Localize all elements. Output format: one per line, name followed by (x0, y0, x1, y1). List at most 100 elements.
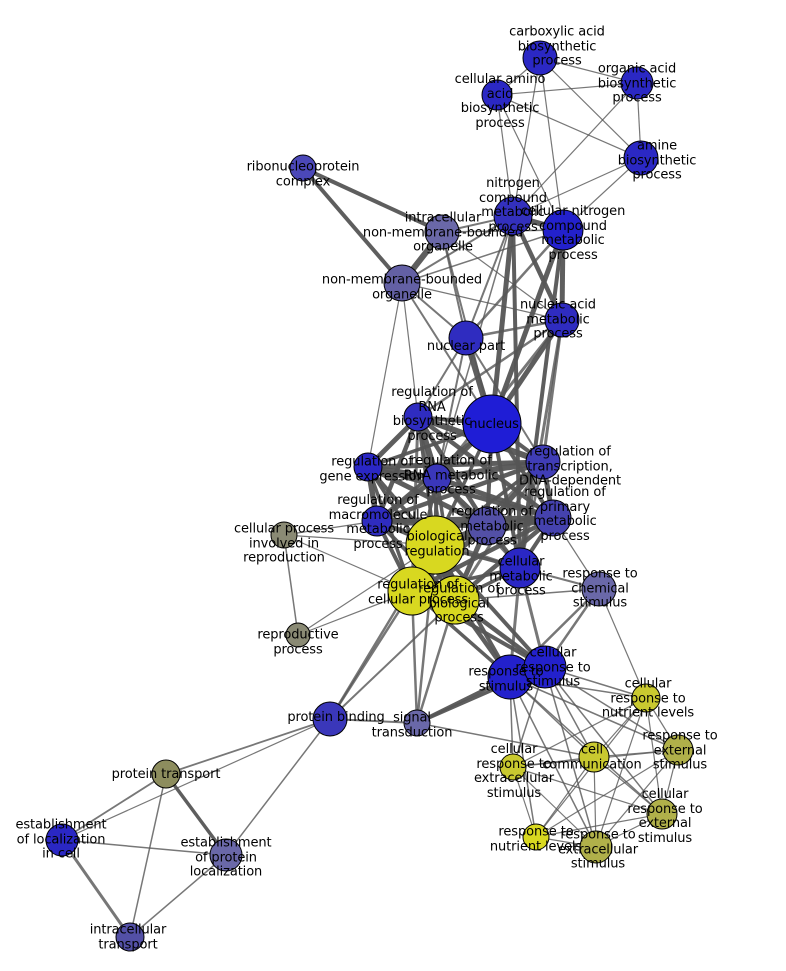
graph-node-carboxylic_acid_bio[interactable] (522, 40, 558, 76)
graph-node-reproductive_process[interactable] (285, 622, 311, 648)
graph-node-establishment_localization_cell[interactable] (45, 823, 79, 857)
graph-node-signal_transduction[interactable] (403, 709, 431, 737)
graph-node-cellular_nitrogen_compound_metab[interactable] (542, 209, 584, 251)
graph-node-reg_cellular_process[interactable] (387, 566, 437, 616)
graph-edge (164, 772, 228, 857)
graph-node-nmb_organelle[interactable] (383, 264, 421, 302)
graph-edge (60, 839, 132, 938)
graph-node-response_to_extracellular[interactable] (579, 830, 613, 864)
graph-node-cellular_metab_process[interactable] (499, 547, 541, 589)
graph-node-reg_primary_metab[interactable] (534, 499, 572, 537)
graph-edge (595, 749, 679, 848)
graph-edge (401, 215, 514, 284)
graph-node-reg_transcription_dna[interactable] (525, 444, 561, 480)
graph-node-reg_metab_process[interactable] (467, 506, 507, 546)
graph-edge (535, 813, 663, 838)
graph-edge (465, 215, 514, 339)
graph-edge (512, 157, 642, 217)
graph-node-reg_gene_expression[interactable] (353, 452, 383, 482)
graph-edge (225, 718, 331, 856)
graph-node-amine_bio[interactable] (623, 140, 659, 176)
graph-edge (367, 282, 403, 468)
graph-edge (302, 166, 443, 234)
graph-node-nucleus[interactable] (462, 394, 522, 454)
graph-edge (645, 697, 663, 815)
graph-node-biological_regulation[interactable] (405, 515, 465, 575)
graph-edge (535, 756, 595, 838)
graph-edge (417, 318, 563, 419)
graph-edge (512, 766, 663, 815)
graph-edge (367, 459, 544, 470)
graph-node-organic_acid_bio[interactable] (620, 66, 654, 100)
graph-node-intracellular_nmb_organelle[interactable] (424, 214, 460, 250)
graph-node-nucleic_acid_metab[interactable] (544, 302, 580, 338)
graph-node-intracellular_transport[interactable] (115, 922, 145, 952)
graph-edge (329, 599, 456, 720)
graph-edge (61, 773, 167, 841)
graph-edge (496, 94, 564, 231)
graph-edge (410, 516, 555, 593)
graph-edge (512, 766, 597, 848)
graph-node-response_to_chemical[interactable] (581, 571, 617, 607)
graph-edge (544, 666, 597, 848)
graph-edge (512, 82, 638, 217)
graph-edge (496, 94, 642, 159)
graph-edge (544, 666, 679, 751)
graph-node-reg_rna_metab[interactable] (422, 463, 452, 493)
graph-node-cell_communication[interactable] (578, 741, 610, 773)
graph-edge (61, 839, 227, 856)
graph-edge (416, 415, 555, 520)
graph-edge (366, 464, 489, 529)
graph-node-ribonucleoprotein_complex[interactable] (289, 154, 317, 182)
graph-edge (544, 666, 663, 815)
graph-edge (595, 697, 647, 848)
graph-edge (539, 57, 564, 231)
graph-node-protein_binding[interactable] (312, 701, 348, 737)
graph-node-nuclear_part[interactable] (448, 320, 484, 356)
graph-edge (518, 319, 564, 569)
graph-node-cellular_response_external[interactable] (646, 798, 678, 830)
graph-edge (416, 415, 489, 528)
node-layer (45, 40, 694, 952)
graph-edge (415, 544, 437, 724)
graph-node-reg_macromolecule_metab[interactable] (361, 505, 393, 537)
graph-edge (328, 590, 414, 720)
graph-node-protein_transport[interactable] (151, 759, 181, 789)
graph-edge (401, 282, 419, 418)
graph-node-nitrogen_compound_metab[interactable] (493, 196, 533, 236)
graph-edge (509, 676, 537, 838)
graph-edge (129, 773, 167, 938)
graph-node-response_to_nutrient_levels[interactable] (522, 823, 550, 851)
graph-node-response_to_external[interactable] (662, 734, 694, 766)
graph-node-cellular_response_nutrient_levels[interactable] (631, 683, 661, 713)
edge-layer (60, 57, 679, 938)
graph-node-cellular_process_reproduction[interactable] (270, 521, 298, 549)
graph-edge (512, 57, 541, 217)
graph-edge (129, 854, 227, 938)
graph-node-cellular_response_extracellular[interactable] (499, 753, 527, 781)
graph-edge (512, 697, 647, 768)
graph-node-reg_rna_bio[interactable] (403, 402, 433, 432)
graph-edge (465, 229, 564, 339)
graph-edge (535, 749, 679, 838)
graph-edge (598, 588, 647, 699)
graph-edge (489, 215, 516, 425)
graph-edge (496, 94, 514, 217)
graph-node-establishment_protein_localization[interactable] (209, 838, 243, 872)
graph-node-reg_biological_process[interactable] (430, 575, 480, 625)
graph-edge (301, 166, 404, 285)
graph-edge (539, 57, 642, 159)
graph-edge (367, 464, 554, 521)
graph-edge (416, 722, 595, 758)
graph-edge (441, 231, 563, 321)
graph-node-cellular_response_to_stimulus[interactable] (523, 645, 567, 689)
graph-edge (165, 718, 331, 775)
graph-edge (401, 282, 563, 321)
graph-edge (283, 534, 299, 636)
graph-edge (401, 229, 564, 284)
graph-edge (61, 718, 331, 841)
graph-node-cellular_amino_acid_bio[interactable] (481, 79, 513, 111)
graph-edge (283, 520, 378, 536)
